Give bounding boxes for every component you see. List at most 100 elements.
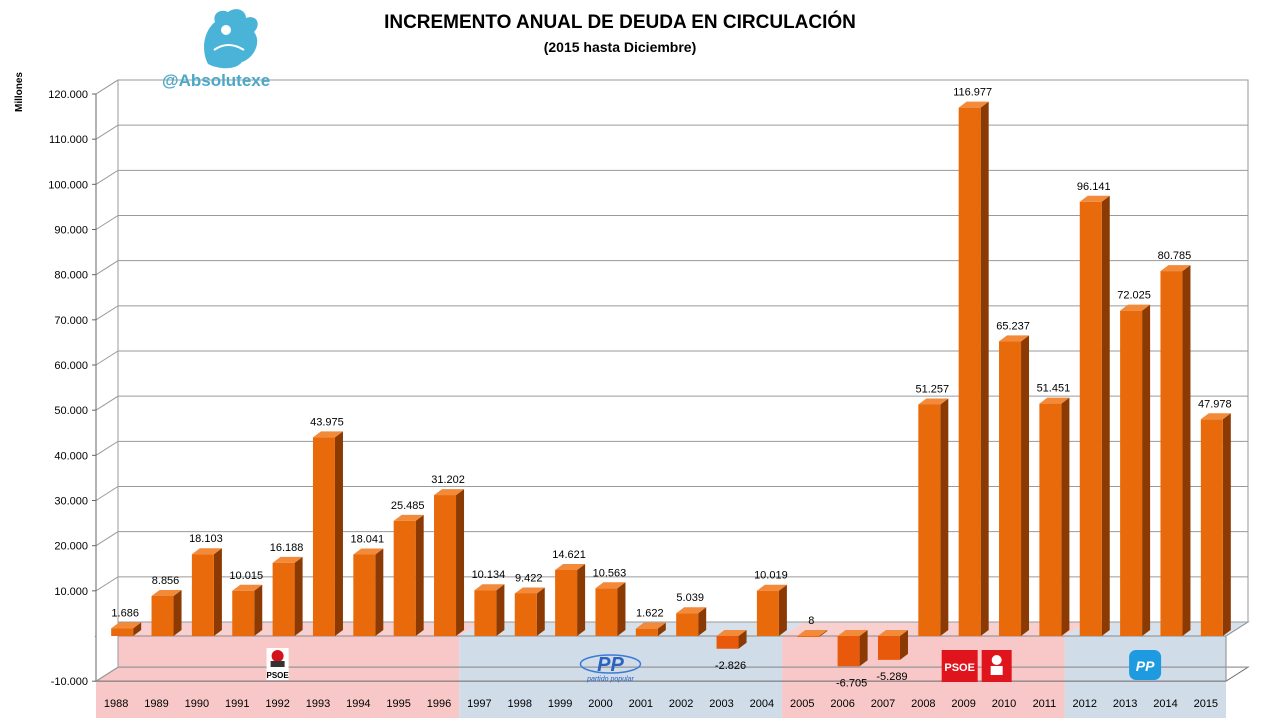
pp-logo: PP [1129, 650, 1162, 680]
x-tick-label: 1990 [185, 698, 209, 710]
x-tick-label: 1996 [427, 698, 451, 710]
bar-front [111, 628, 134, 636]
x-tick-label: 1994 [346, 698, 370, 710]
bar-side [294, 556, 303, 636]
bar [999, 335, 1030, 636]
bar-side [213, 548, 222, 636]
y-tick-label: 70.000 [54, 315, 88, 327]
psoe-logo: PSOE [941, 650, 1012, 682]
x-tick-label: 2003 [709, 698, 733, 710]
bar-side [859, 630, 868, 667]
data-label: 18.103 [189, 533, 223, 545]
bar [514, 587, 545, 636]
bar [797, 629, 828, 637]
bar [1120, 304, 1151, 636]
bar-front [393, 520, 416, 636]
data-label: 51.257 [915, 383, 949, 395]
data-label: -6.705 [836, 677, 867, 689]
bar [1200, 413, 1231, 636]
bar-top [312, 431, 343, 438]
bar-front [716, 636, 739, 649]
bar-side [778, 584, 787, 636]
bar [1039, 397, 1070, 636]
data-label: 51.451 [1037, 383, 1071, 395]
bar-top [272, 556, 303, 563]
bar-top [958, 101, 989, 108]
bar-side [657, 622, 666, 636]
x-tick-label: 2000 [588, 698, 612, 710]
data-label: 10.134 [472, 569, 506, 581]
bars [111, 101, 1231, 667]
data-label: 18.041 [350, 534, 384, 546]
gridline [95, 440, 1248, 456]
bar-top [555, 563, 586, 570]
gridline [95, 215, 1248, 230]
y-axis-label: Millones [14, 72, 25, 112]
x-tick-label: 1988 [104, 698, 128, 710]
bar-top [434, 489, 465, 496]
period-band-floor-2 [459, 622, 805, 636]
bar [191, 548, 222, 636]
bar-front [555, 569, 578, 636]
data-label: 96.141 [1077, 181, 1111, 193]
data-label: 9.422 [515, 572, 543, 584]
bar-front [312, 437, 335, 636]
data-label: 14.621 [552, 549, 586, 561]
bar-side [1101, 195, 1110, 636]
bar [877, 630, 908, 660]
bar-top [393, 514, 424, 521]
x-tick-label: 1999 [548, 698, 572, 710]
x-tick-label: 1998 [508, 698, 532, 710]
bar-side [1142, 304, 1151, 636]
bar-front [1200, 419, 1223, 636]
bar-front [434, 495, 457, 636]
y-tick-label: 90.000 [54, 225, 88, 237]
bar-top [1200, 413, 1231, 420]
gridline [95, 350, 1248, 366]
bar-top [918, 398, 949, 405]
bar-side [133, 622, 142, 636]
gridlines [95, 79, 1248, 682]
bar-top [756, 584, 787, 591]
bar [918, 398, 949, 636]
gridline [95, 395, 1248, 411]
x-tick-label: 1995 [386, 698, 410, 710]
bar-front [756, 590, 779, 636]
data-label: 1.622 [636, 608, 664, 620]
bar-front [958, 107, 981, 637]
period-band-2 [459, 636, 783, 718]
bar-front [595, 588, 618, 636]
bar-front [232, 590, 255, 636]
gridline [95, 305, 1248, 321]
y-axis: -10.000 10.000 20.000 30.000 40.000 50.000 60.… [48, 89, 97, 688]
bar [434, 489, 465, 636]
bar-front [918, 404, 941, 636]
bar-top [797, 629, 828, 636]
bar [1160, 265, 1191, 636]
data-label: 31.202 [431, 474, 465, 486]
bar [676, 607, 707, 636]
data-label: 10.019 [754, 570, 788, 582]
y-tick-label: 10.000 [54, 586, 88, 598]
psoe-rose-label: PSOE [266, 671, 289, 680]
x-tick-label: 1993 [306, 698, 330, 710]
bar-front [999, 341, 1022, 636]
bar-front [1120, 310, 1143, 636]
data-label: -2.826 [715, 660, 746, 672]
bar [958, 101, 989, 637]
bar-top [999, 335, 1030, 342]
bar-front [877, 636, 900, 660]
bar-top [635, 622, 666, 629]
data-label: 72.025 [1117, 290, 1151, 302]
bar [1079, 195, 1110, 636]
bar-top [1160, 265, 1191, 272]
bar [756, 584, 787, 636]
psoe-rose-logo: PSOE [266, 648, 289, 680]
x-tick-label: 2001 [629, 698, 653, 710]
gridline [95, 260, 1248, 276]
bar-front [676, 613, 699, 636]
bar-side [496, 584, 505, 636]
data-label: 116.977 [953, 87, 992, 99]
